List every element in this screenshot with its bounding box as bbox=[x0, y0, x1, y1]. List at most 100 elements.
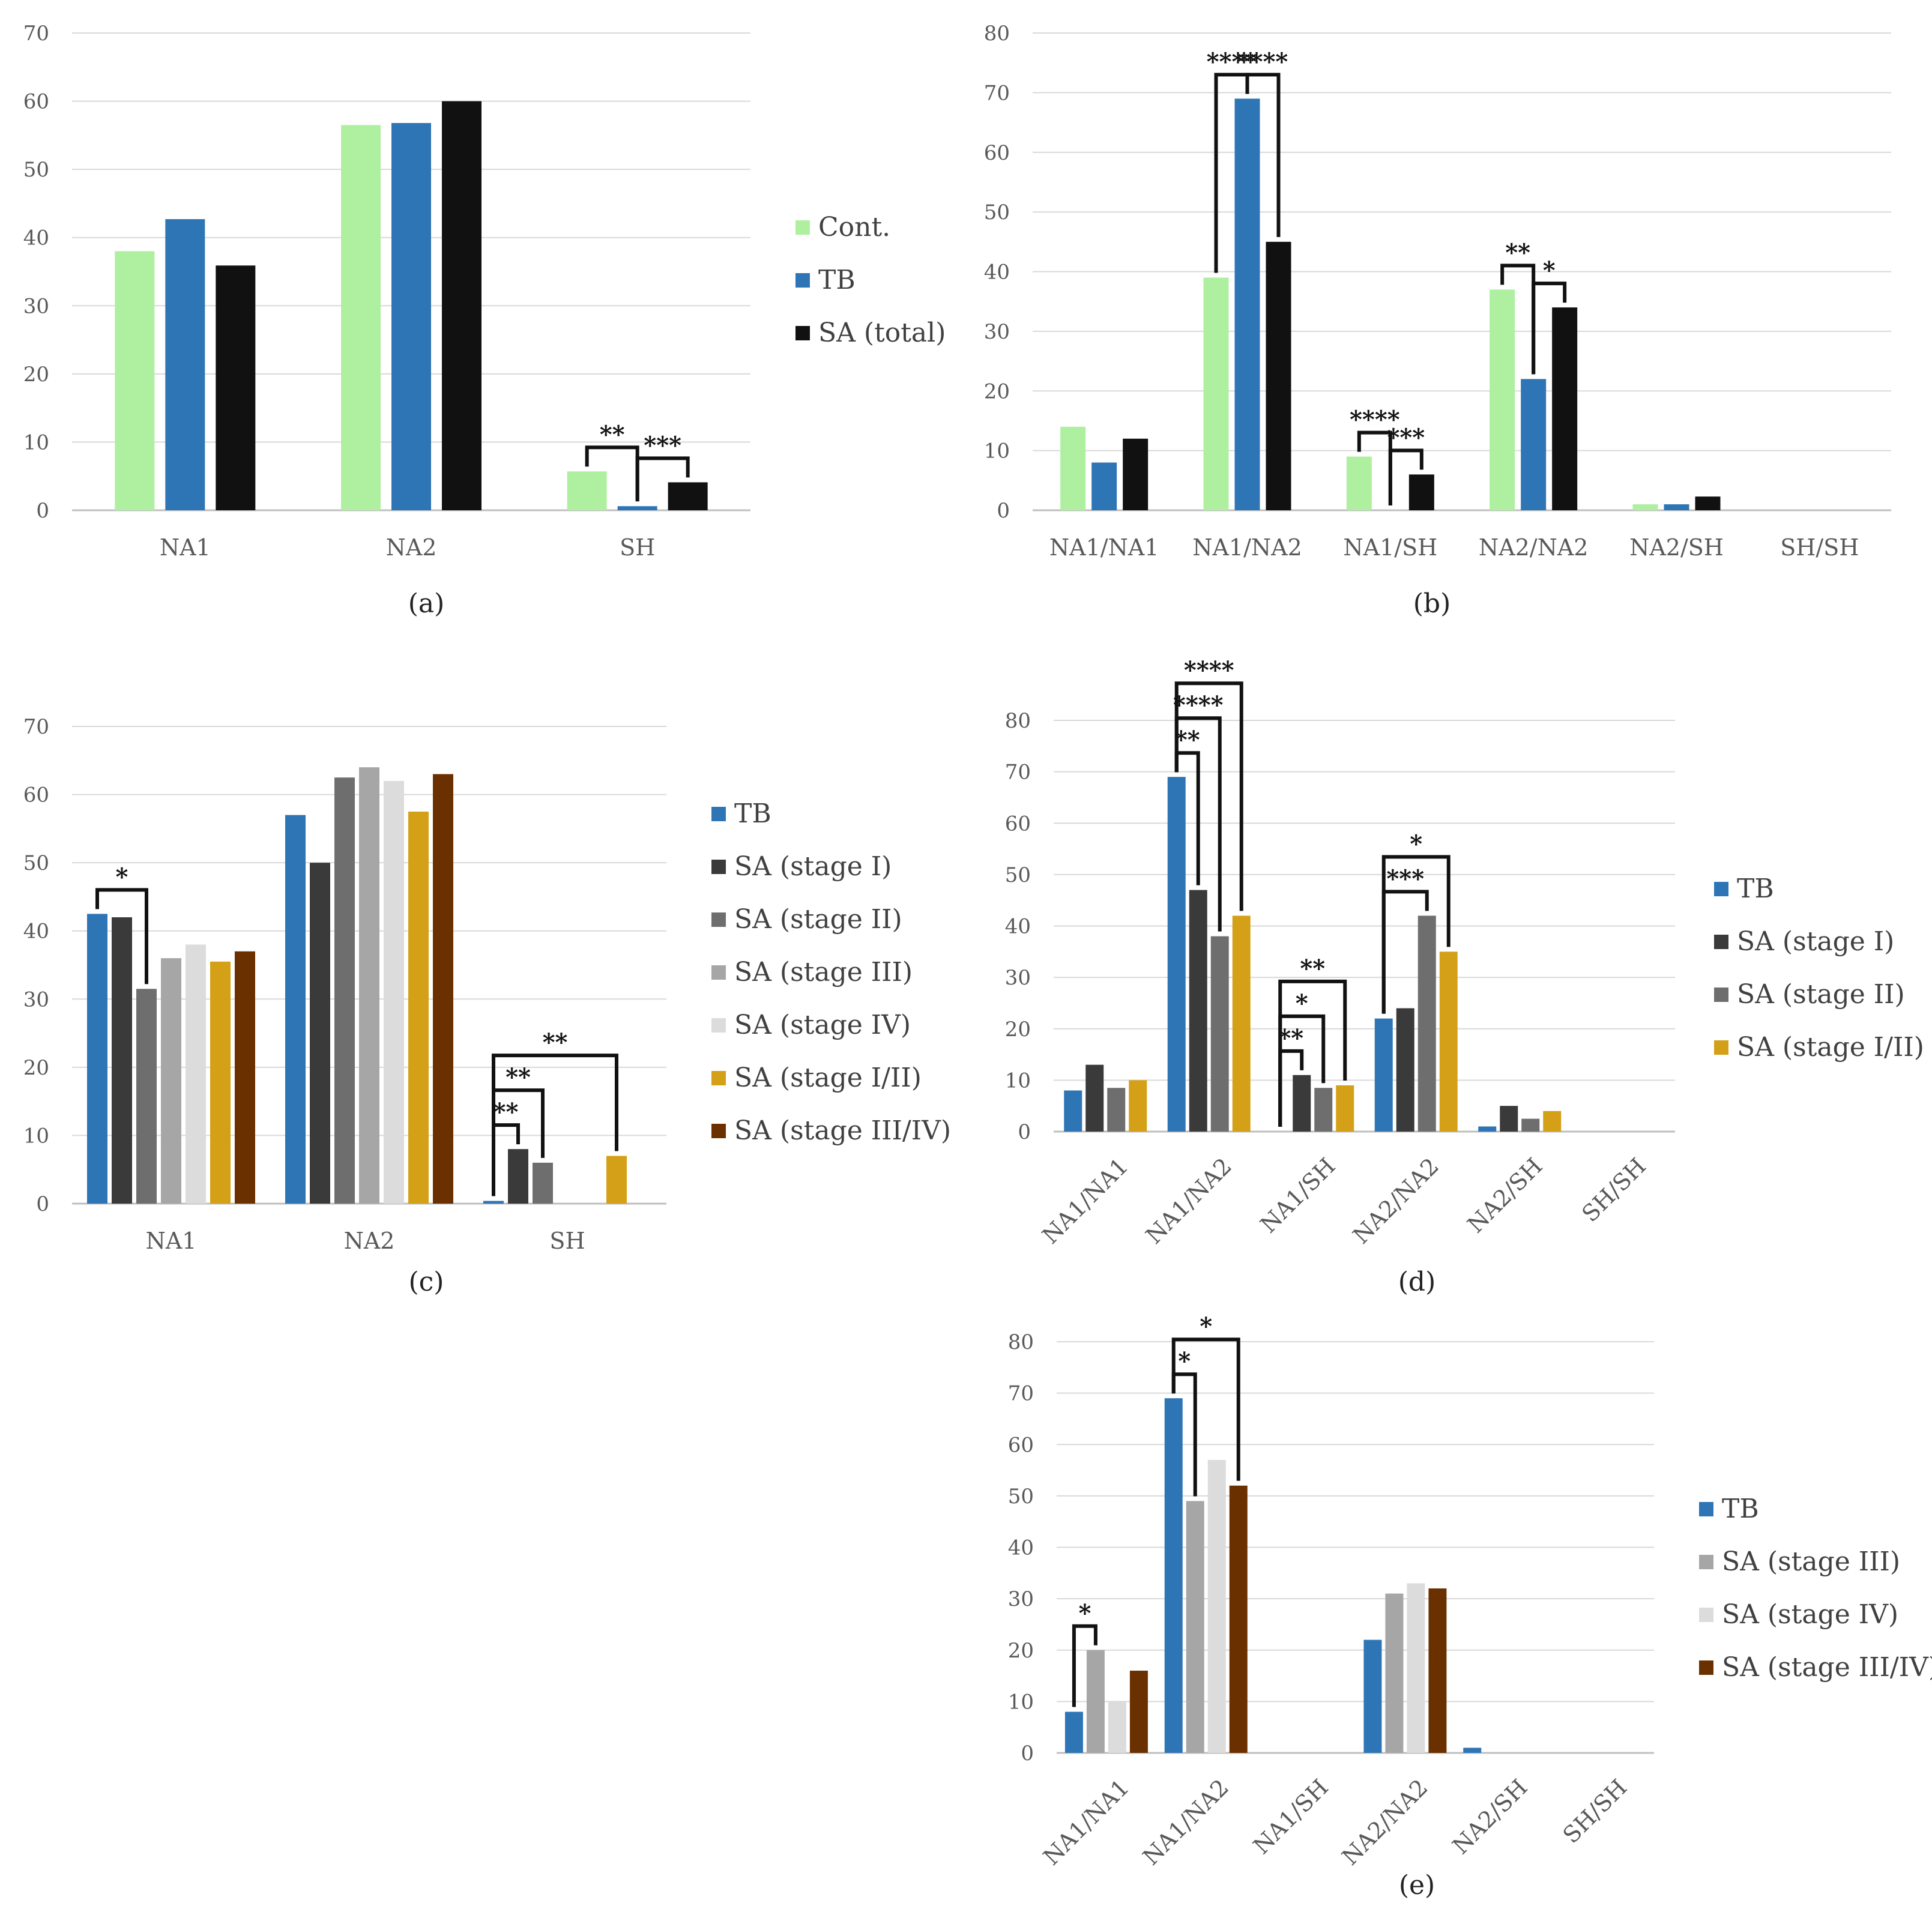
y-tick-label: 30 bbox=[23, 294, 49, 318]
bar-d-tb bbox=[1374, 1018, 1393, 1132]
bar-b-tb bbox=[1091, 462, 1117, 510]
bar-d-tb bbox=[1167, 777, 1186, 1132]
bar-a-cont- bbox=[567, 471, 607, 510]
bar-b-cont- bbox=[1490, 289, 1515, 510]
legend-label: SA (stage IV) bbox=[1722, 1599, 1898, 1630]
y-tick-label: 30 bbox=[984, 320, 1010, 344]
legend-swatch bbox=[711, 1018, 726, 1033]
x-tick-label: NA1/NA1 bbox=[1037, 1153, 1133, 1249]
y-tick-label: 20 bbox=[1005, 1018, 1031, 1042]
y-tick-label: 20 bbox=[23, 363, 49, 387]
x-tick-label: NA1/SH bbox=[1255, 1153, 1341, 1238]
significance-label: ** bbox=[600, 420, 625, 448]
bar-b-tb bbox=[1664, 504, 1689, 510]
y-tick-label: 50 bbox=[23, 158, 49, 182]
legend-swatch bbox=[711, 860, 726, 874]
y-tick-label: 10 bbox=[23, 430, 49, 454]
bar-d-sa-stage-i-ii- bbox=[1439, 951, 1458, 1132]
significance-label: ** bbox=[1175, 726, 1200, 754]
bar-a-cont- bbox=[341, 125, 381, 511]
significance-label: *** bbox=[1387, 423, 1425, 451]
bar-b-sa-total- bbox=[1408, 474, 1434, 510]
bar-e-sa-stage-iv- bbox=[1207, 1459, 1226, 1753]
bar-d-sa-stage-i- bbox=[1189, 890, 1207, 1132]
x-tick-label: SH/SH bbox=[1558, 1774, 1632, 1848]
bar-c-sa-stage-i-ii- bbox=[408, 811, 429, 1204]
x-tick-label: NA2/SH bbox=[1463, 1153, 1548, 1238]
legend-swatch bbox=[1714, 1040, 1728, 1055]
x-tick-label: NA1 bbox=[146, 1228, 197, 1254]
significance-bracket bbox=[1388, 448, 1423, 505]
bar-d-sa-stage-i-ii- bbox=[1543, 1111, 1562, 1132]
y-tick-label: 0 bbox=[36, 499, 49, 523]
panel-caption: (e) bbox=[1399, 1870, 1435, 1901]
significance-bracket bbox=[492, 1054, 618, 1196]
x-tick-label: SH bbox=[549, 1228, 585, 1254]
significance-bracket bbox=[1278, 979, 1347, 1127]
legend-label: SA (stage II) bbox=[1737, 979, 1905, 1010]
x-tick-label: NA1/NA1 bbox=[1049, 534, 1159, 561]
x-tick-label: NA1/NA2 bbox=[1138, 1774, 1234, 1870]
bar-b-cont- bbox=[1060, 426, 1086, 510]
bar-c-sa-stage-ii- bbox=[533, 1162, 553, 1204]
bar-d-tb bbox=[1064, 1090, 1082, 1132]
chart-panel-b: 0 10 20 30 40 50 60 70 80 NA1/NA1 NA1/NA2 NA1/SH NA2… bbox=[984, 22, 1891, 619]
significance-label: **** bbox=[1350, 406, 1400, 434]
bar-d-sa-stage-ii- bbox=[1210, 936, 1229, 1132]
bar-b-cont- bbox=[1632, 504, 1658, 510]
legend-swatch bbox=[795, 220, 810, 235]
bar-c-tb bbox=[483, 1201, 504, 1204]
x-tick-label: NA1/NA1 bbox=[1038, 1774, 1134, 1870]
bar-e-sa-stage-iii- bbox=[1385, 1593, 1404, 1753]
legend-label: SA (stage I/II) bbox=[734, 1063, 922, 1093]
bar-d-sa-stage-i- bbox=[1085, 1064, 1104, 1132]
legend-label: TB bbox=[734, 798, 771, 829]
y-tick-label: 70 bbox=[1008, 1382, 1034, 1406]
x-tick-label: SH/SH bbox=[1577, 1153, 1651, 1227]
bar-b-cont- bbox=[1203, 277, 1229, 510]
x-tick-label: NA2 bbox=[386, 534, 437, 561]
y-tick-label: 60 bbox=[984, 141, 1010, 165]
bar-e-tb bbox=[1164, 1398, 1183, 1753]
legend-swatch bbox=[1714, 882, 1728, 896]
bar-d-sa-stage-i- bbox=[1500, 1106, 1518, 1132]
legend-label: SA (stage I) bbox=[1737, 926, 1894, 957]
legend-swatch bbox=[1699, 1555, 1713, 1569]
x-tick-label: NA1/NA2 bbox=[1192, 534, 1302, 561]
significance-label: * bbox=[116, 863, 128, 891]
y-tick-label: 40 bbox=[1005, 915, 1031, 939]
significance-label: * bbox=[1296, 989, 1308, 1018]
significance-label: **** bbox=[1207, 47, 1257, 76]
y-tick-label: 10 bbox=[1005, 1069, 1031, 1093]
bar-e-sa-stage-iii-iv- bbox=[1428, 1588, 1447, 1753]
bar-d-sa-stage-i-ii- bbox=[1129, 1080, 1147, 1132]
legend-label: Cont. bbox=[818, 212, 890, 243]
bar-d-tb bbox=[1478, 1126, 1497, 1132]
bar-c-sa-stage-ii- bbox=[136, 989, 157, 1204]
y-tick-label: 60 bbox=[23, 90, 49, 114]
legend-swatch bbox=[711, 807, 726, 821]
bar-b-sa-total- bbox=[1552, 307, 1578, 510]
bar-d-sa-stage-ii- bbox=[1417, 915, 1436, 1132]
significance-label: ** bbox=[1300, 954, 1325, 983]
legend-swatch bbox=[1699, 1502, 1713, 1516]
bar-a-sa-total- bbox=[442, 101, 481, 511]
y-tick-label: 0 bbox=[997, 499, 1010, 523]
legend-swatch bbox=[1699, 1608, 1713, 1622]
y-tick-label: 60 bbox=[1005, 812, 1031, 836]
legend-label: SA (stage II) bbox=[734, 904, 902, 935]
bar-e-sa-stage-iii-iv- bbox=[1129, 1671, 1148, 1753]
legend-label: SA (stage III/IV) bbox=[1722, 1652, 1932, 1683]
bar-c-sa-stage-iii-iv- bbox=[235, 951, 255, 1204]
y-tick-label: 70 bbox=[1005, 761, 1031, 785]
bar-a-sa-total- bbox=[216, 265, 256, 510]
significance-label: **** bbox=[1173, 691, 1224, 719]
y-tick-label: 10 bbox=[984, 439, 1010, 463]
y-tick-label: 30 bbox=[23, 988, 49, 1012]
significance-label: *** bbox=[1386, 864, 1424, 893]
bar-d-sa-stage-ii- bbox=[1521, 1118, 1540, 1132]
significance-label: ** bbox=[1505, 238, 1530, 267]
